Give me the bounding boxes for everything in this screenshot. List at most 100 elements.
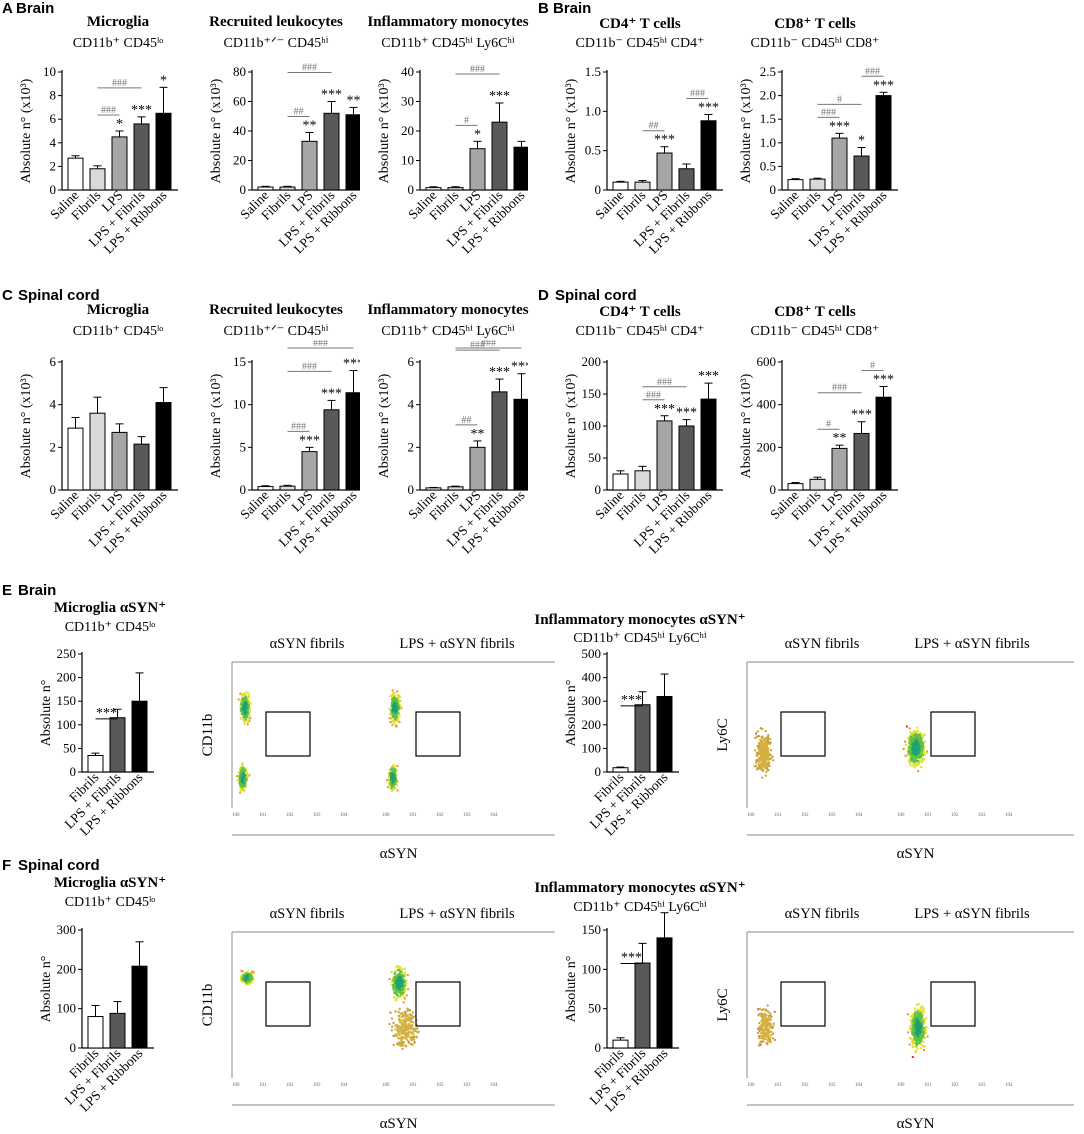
flow-event: [247, 718, 250, 721]
flow-event: [244, 718, 247, 721]
flow-event: [770, 1015, 773, 1018]
flow-title-right: LPS + αSYN fibrils: [399, 636, 515, 652]
flow-event: [396, 702, 399, 705]
flow-event: [401, 1011, 404, 1014]
flow-event: [908, 739, 911, 742]
y-axis-label: Absolute n°: [565, 680, 579, 747]
chart-subtitle-e2: CD11b⁺ CD45ʰⁱ Ly6Cʰⁱ: [573, 631, 707, 646]
flow-event: [395, 719, 398, 722]
flow-event: [913, 752, 916, 755]
y-tick-label: 0: [50, 182, 57, 197]
flow-event: [395, 990, 398, 993]
flow-event: [766, 1031, 769, 1034]
y-tick-label: 1.0: [585, 103, 601, 118]
flow-event: [756, 1027, 759, 1030]
flow-event: [399, 993, 402, 996]
flow-event: [922, 750, 925, 753]
flow-event: [239, 782, 242, 785]
chart-d2: Absolute n° (x10³)0200400600SalineFibril…: [739, 354, 898, 557]
flow-event: [391, 977, 394, 980]
flow-event: [404, 1035, 407, 1038]
flow-event: [762, 759, 765, 762]
flow-event: [913, 1029, 916, 1032]
flow-event: [412, 1031, 415, 1034]
y-tick-label: 30: [401, 94, 414, 109]
flow-event: [387, 774, 390, 777]
flow-event: [394, 787, 397, 790]
flow-event: [913, 760, 916, 763]
flow-event: [406, 1014, 409, 1017]
flow-event: [397, 703, 400, 706]
y-tick-label: 100: [57, 717, 77, 732]
flow-event: [401, 1036, 404, 1039]
flow-event: [411, 1021, 414, 1024]
flow-event: [413, 1028, 416, 1031]
flow-event: [243, 790, 246, 793]
flow-event: [246, 772, 249, 775]
flow-event: [766, 1039, 769, 1042]
flow-event: [390, 970, 393, 973]
flow-event: [404, 967, 407, 970]
bar: [131, 965, 148, 1049]
flow-event: [758, 760, 761, 763]
flow-tick: 102: [951, 1083, 959, 1088]
flow-event: [923, 753, 926, 756]
flow-event: [766, 1004, 769, 1007]
flow-event: [392, 1044, 395, 1047]
flow-event: [907, 1031, 910, 1034]
flow-event: [919, 1026, 922, 1029]
y-axis-label: Absolute n° (x10³): [564, 373, 579, 478]
flow-event: [402, 988, 405, 991]
flow-event: [399, 971, 402, 974]
flow-event: [919, 759, 922, 762]
flow-event: [764, 738, 767, 741]
flow-event: [922, 752, 925, 755]
flow-event: [757, 746, 760, 749]
y-tick-label: 150: [582, 386, 602, 401]
comparison-label: ***: [96, 706, 117, 721]
flow-event: [395, 1024, 398, 1027]
y-tick-label: 100: [582, 418, 602, 433]
flow-event: [759, 1040, 762, 1043]
flow-event: [760, 757, 763, 760]
flow-event: [405, 1017, 408, 1020]
flow-tick: 104: [490, 1083, 498, 1088]
panel-letter-d: D: [538, 287, 549, 304]
flow-event: [766, 1036, 769, 1039]
flow-event: [398, 980, 401, 983]
flow-event: [917, 762, 920, 765]
bar: [513, 146, 528, 191]
flow-event: [909, 745, 912, 748]
flow-event: [401, 980, 404, 983]
flow-event: [762, 1037, 765, 1040]
flow-event: [403, 1036, 406, 1039]
flow-event: [910, 761, 913, 764]
flow-event: [244, 695, 247, 698]
flow-event: [390, 776, 393, 779]
flow-event: [391, 709, 394, 712]
flow-event: [396, 969, 399, 972]
flow-event: [393, 714, 396, 717]
flow-event: [915, 1012, 918, 1015]
flow-title-left: αSYN fibrils: [270, 636, 345, 652]
flow-event: [909, 752, 912, 755]
flow-event: [769, 754, 772, 757]
significance-stars: ***: [873, 373, 894, 388]
flow-tick: 102: [436, 813, 444, 818]
panel-letter-a: A: [2, 0, 13, 17]
flow-event: [911, 759, 914, 762]
flow-event: [394, 1028, 397, 1031]
flow-event: [389, 1011, 392, 1014]
flow-event: [243, 698, 246, 701]
flow-event: [403, 1024, 406, 1027]
flow-event: [761, 748, 764, 751]
flow-event: [907, 749, 910, 752]
flow-event: [768, 1016, 771, 1019]
chart-title-a2: Recruited leukocytes: [209, 14, 343, 30]
flow-event: [398, 720, 401, 723]
flow-event: [240, 712, 243, 715]
flow-event: [754, 732, 757, 735]
flow-event: [248, 719, 251, 722]
flow-event: [409, 1027, 412, 1030]
flow-event: [414, 1027, 417, 1030]
